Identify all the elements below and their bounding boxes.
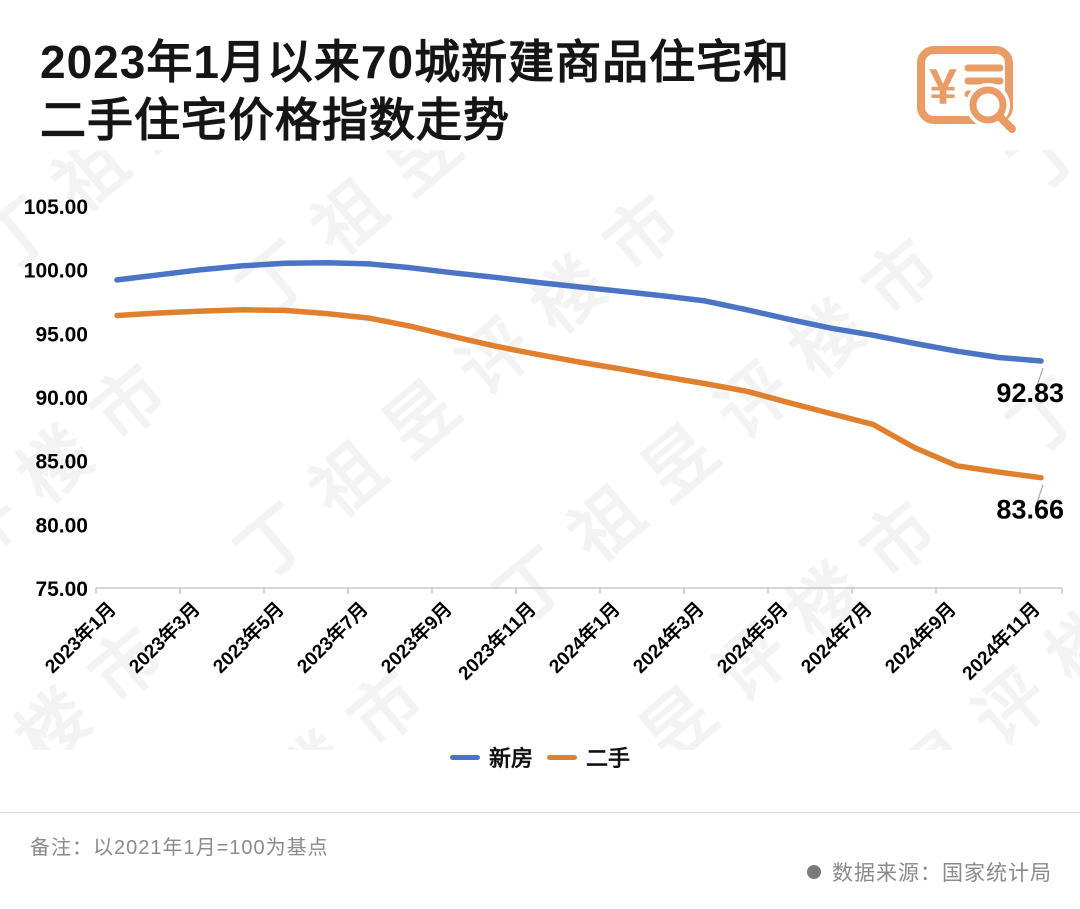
x-axis-tick-label: 2024年3月 — [628, 597, 708, 677]
y-axis-tick-label: 90.00 — [35, 387, 88, 410]
x-axis-tick-label: 2024年9月 — [880, 597, 960, 677]
svg-text:¥: ¥ — [929, 59, 957, 115]
series-line-0 — [114, 259, 1044, 364]
y-axis-tick-label: 105.00 — [24, 196, 88, 219]
data-source: 数据来源：国家统计局 — [807, 857, 1052, 887]
x-axis-tick-label: 2023年9月 — [376, 597, 456, 677]
legend-dash-new-homes — [449, 754, 480, 760]
x-axis-tick-label: 2024年11月 — [957, 597, 1044, 684]
footer-divider — [0, 812, 1080, 813]
x-axis-tick-label: 2024年1月 — [544, 597, 624, 677]
receipt-yuan-search-icon: ¥ — [917, 46, 1016, 133]
legend-item-new-homes: 新房 — [449, 741, 533, 773]
legend-label-second-hand: 二手 — [586, 746, 631, 771]
series-line-1 — [114, 307, 1044, 481]
y-axis-tick-label: 95.00 — [35, 323, 88, 346]
x-axis-tick-label: 2023年5月 — [208, 597, 288, 677]
legend-label-new-homes: 新房 — [488, 746, 533, 771]
chart-svg: 105.00100.0095.0090.0085.0080.0075.00202… — [24, 196, 1064, 685]
bullet-icon — [807, 865, 821, 879]
y-axis-tick-label: 75.00 — [35, 578, 88, 601]
y-axis-tick-label: 80.00 — [35, 514, 88, 537]
end-label-leader-1 — [1035, 484, 1044, 506]
page-title-line2: 二手住宅价格指数走势 — [40, 93, 510, 146]
legend-item-second-hand: 二手 — [547, 741, 630, 773]
x-axis-tick-label: 2023年7月 — [292, 597, 372, 677]
x-axis-tick-label: 2023年3月 — [124, 597, 204, 677]
page-title-line1: 2023年1月以来70城新建商品住宅和 — [40, 36, 791, 88]
series-end-label-1: 83.66 — [996, 495, 1064, 525]
chart-legend: 新房 二手 — [0, 741, 1080, 773]
footer-note: 备注：以2021年1月=100为基点 — [30, 837, 329, 859]
legend-dash-second-hand — [547, 754, 577, 760]
x-axis-tick-label: 2023年11月 — [453, 597, 540, 684]
data-source-label: 数据来源：国家统计局 — [832, 862, 1052, 885]
x-axis-tick-label: 2024年7月 — [796, 597, 876, 677]
series-end-label-0: 92.83 — [996, 378, 1064, 408]
x-axis-tick-label: 2024年5月 — [712, 597, 792, 677]
y-axis-tick-label: 100.00 — [24, 260, 88, 283]
page-title: 2023年1月以来70城新建商品住宅和 二手住宅价格指数走势 — [40, 34, 940, 150]
y-axis-tick-label: 85.00 — [35, 451, 88, 474]
x-axis-tick-label: 2023年1月 — [40, 597, 120, 677]
end-label-leader-0 — [1035, 367, 1044, 390]
